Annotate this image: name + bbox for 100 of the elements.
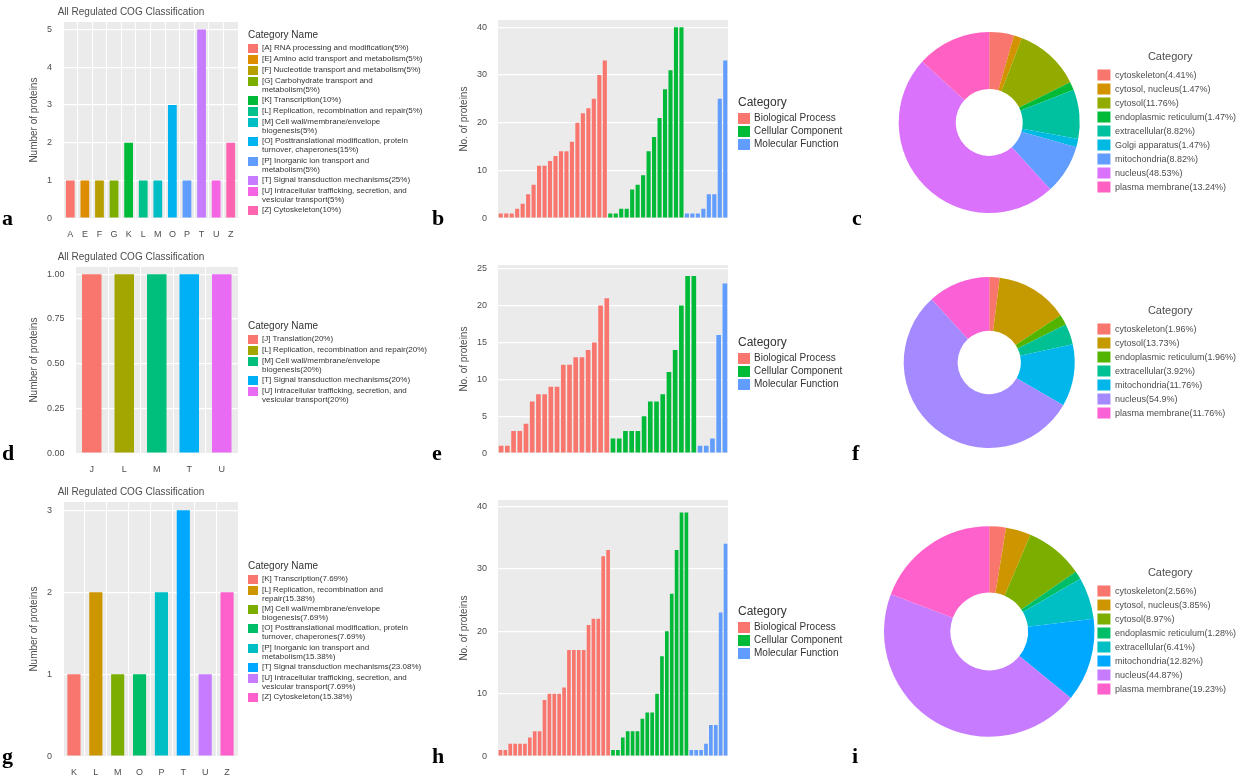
bar <box>608 213 613 218</box>
y-tick-label: 0 <box>482 750 488 761</box>
y-tick-label: 15 <box>477 336 488 347</box>
x-tick-label: F <box>96 229 103 240</box>
y-tick-label: 40 <box>477 21 488 32</box>
y-tick-label: 3 <box>46 504 53 515</box>
legend-label: endoplasmic reticulum(1.96%) <box>1114 351 1237 362</box>
legend-label: Cellular Component <box>754 633 843 645</box>
y-tick-label: 5 <box>46 24 53 35</box>
bar <box>645 712 650 756</box>
legend-label: nucleus(44.87%) <box>1114 669 1183 680</box>
y-tick-label: 30 <box>477 69 488 80</box>
y-tick-label: 0 <box>46 212 53 223</box>
x-tick-label: O <box>168 229 176 240</box>
x-tick-label: M <box>113 767 122 778</box>
bar <box>532 731 537 756</box>
y-tick-label: 20 <box>477 117 488 128</box>
y-tick-label: 2 <box>46 137 53 148</box>
legend-title: Category <box>1147 565 1194 578</box>
legend-label: Biological Process <box>754 351 836 363</box>
legend-label: extracellular(6.41%) <box>1114 641 1195 652</box>
y-tick-label: 10 <box>477 688 488 699</box>
x-tick-label: U <box>212 229 220 240</box>
text: d <box>2 440 15 466</box>
x-tick-label: T <box>198 229 205 240</box>
y-tick-label: 3 <box>46 99 53 110</box>
legend-label: [L] Replication, recombination and repair(20%) <box>262 344 427 354</box>
legend-label: extracellular(3.92%) <box>1114 365 1195 376</box>
legend-label: extracellular(8.82%) <box>1114 125 1195 136</box>
y-tick-label: 0 <box>46 750 53 761</box>
legend-label: [T] Signal transduction mechanisms(25%) <box>262 175 411 185</box>
x-tick-label: M <box>154 229 162 240</box>
text: e <box>432 440 442 466</box>
bar <box>602 60 607 218</box>
legend-label: [L] Replication, recombination and repair(5%) <box>262 105 423 116</box>
y-tick-label: 0 <box>482 212 488 223</box>
legend-label: plasma membrane(13.24%) <box>1114 181 1227 192</box>
legend-label: mitochondria(11.76%) <box>1114 379 1203 390</box>
legend-label: [K] Transcription(7.69%) <box>262 573 348 583</box>
y-tick-label: 1.00 <box>46 268 65 279</box>
legend-label: Cellular Component <box>754 124 843 136</box>
legend-title: Category Name <box>248 319 320 331</box>
legend-label: [A] RNA processing and modification(5%) <box>262 42 409 52</box>
y-tick-label: 0.50 <box>46 358 65 369</box>
x-tick-label: J <box>89 464 95 475</box>
legend-title: Category Name <box>248 559 320 571</box>
legend-label: endoplasmic reticulum(1.28%) <box>1114 627 1237 638</box>
legend-label: [L] Replication, recombination and repair(15.38%) <box>262 584 384 603</box>
x-tick-label: O <box>136 767 144 778</box>
legend-label: cytosol, nucleus(3.85%) <box>1114 599 1211 610</box>
y-tick-label: 5 <box>482 410 488 421</box>
bar <box>552 693 557 756</box>
y-tick-label: 0 <box>482 447 488 458</box>
x-tick-label: T <box>180 767 187 778</box>
x-tick-label: L <box>93 767 99 778</box>
legend-label: cytoskeleton(4.41%) <box>1114 69 1197 80</box>
legend-label: [M] Cell wall/membrane/envelope biogenesis(7.69%) <box>262 603 382 623</box>
legend-label: [E] Amino acid transport and metabolism(5%) <box>262 53 423 63</box>
y-axis-title: No. of proteins <box>457 326 469 392</box>
y-tick-label: 2 <box>46 586 53 597</box>
legend-label: [J] Translation(20%) <box>262 333 334 343</box>
y-axis-title: No. of proteins <box>457 86 469 152</box>
bar <box>508 743 513 756</box>
bar <box>576 649 581 756</box>
legend-label: [Z] Cytoskeleton(15.38%) <box>262 692 353 702</box>
legend-label: endoplasmic reticulum(1.47%) <box>1114 111 1237 122</box>
legend-title: Category <box>1147 303 1194 316</box>
y-tick-label: 1 <box>46 174 53 185</box>
legend-label: [T] Signal transduction mechanisms(20%) <box>262 374 411 385</box>
text: f <box>852 440 860 466</box>
x-tick-label: E <box>81 229 88 240</box>
x-tick-label: U <box>201 767 209 778</box>
chart-title: All Regulated COG Classification <box>57 5 205 17</box>
x-tick-label: K <box>125 229 132 240</box>
legend-title: Category <box>738 334 788 349</box>
legend-label: [M] Cell wall/membrane/envelope biogenesis(5%) <box>262 116 382 136</box>
y-tick-label: 20 <box>477 300 488 311</box>
chart-title: All Regulated COG Classification <box>57 250 205 262</box>
text: c <box>852 205 862 231</box>
legend-label: [F] Nucleotide transport and metabolism(5%) <box>262 64 421 74</box>
y-tick-label: 25 <box>477 263 488 274</box>
y-axis-title: Number of proteins <box>27 586 39 672</box>
text: a <box>2 205 13 231</box>
y-tick-label: 1 <box>46 668 53 679</box>
legend-label: [P] Inorganic ion transport and metabolism(15.38%) <box>262 642 371 661</box>
legend-label: cytoskeleton(2.56%) <box>1114 585 1197 596</box>
legend-label: [G] Carbohydrate transport and metabolism(5%) <box>262 75 374 94</box>
legend-label: Cellular Component <box>754 364 843 376</box>
y-tick-label: 0.25 <box>46 402 65 413</box>
x-tick-label: U <box>218 464 225 475</box>
legend-label: cytosol(13.73%) <box>1114 337 1180 348</box>
chart-title: All Regulated COG Classification <box>57 485 205 497</box>
legend-label: mitochondria(12.82%) <box>1114 655 1203 666</box>
legend-label: [U] Intracellular trafficking, secretion, and vesicular transport(20%) <box>262 385 408 405</box>
x-tick-label: P <box>158 767 165 778</box>
y-axis-title: No. of proteins <box>457 595 469 661</box>
legend-label: Biological Process <box>754 111 836 123</box>
text: h <box>432 743 445 769</box>
y-tick-label: 0.75 <box>46 313 65 324</box>
legend-label: [K] Transcription(10%) <box>262 94 342 105</box>
